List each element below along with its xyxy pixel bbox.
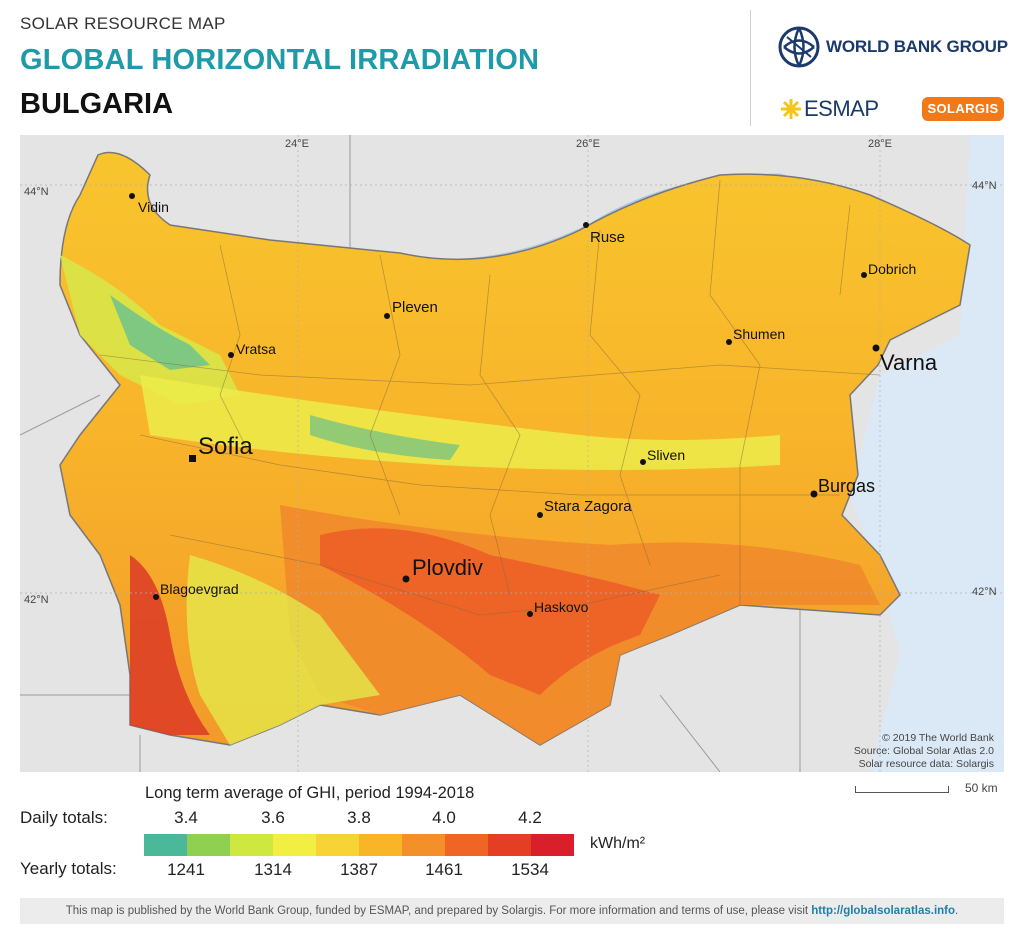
latitude-42-label-right: 42°N <box>972 586 997 598</box>
shumen-marker <box>726 339 732 345</box>
city-label-stara-zagora: Stara Zagora <box>544 498 632 515</box>
city-label-varna: Varna <box>880 350 938 375</box>
legend-swatch <box>402 834 445 856</box>
dobrich-marker <box>861 272 867 278</box>
burgas-marker <box>810 490 818 498</box>
yearly-tick: 1534 <box>511 860 549 879</box>
city-label-vidin: Vidin <box>138 199 169 215</box>
legend-swatch <box>488 834 531 856</box>
city-label-blagoevgrad: Blagoevgrad <box>160 581 239 597</box>
legend-swatch <box>187 834 230 856</box>
sliven-marker <box>640 459 646 465</box>
sofia-marker <box>189 455 196 462</box>
city-label-dobrich: Dobrich <box>868 261 917 277</box>
world-bank-logo[interactable]: WORLD BANK GROUP <box>778 24 1008 70</box>
yearly-tick: 1387 <box>340 860 378 879</box>
sun-burst-icon <box>781 99 801 119</box>
city-label-haskovo: Haskovo <box>534 599 589 615</box>
yearly-tick: 1314 <box>254 860 292 879</box>
map-subtitle: SOLAR RESOURCE MAP <box>20 14 226 33</box>
daily-tick: 3.4 <box>174 808 198 827</box>
city-label-shumen: Shumen <box>733 326 786 342</box>
haskovo-marker <box>527 611 533 617</box>
legend-swatch <box>144 834 187 856</box>
source-credit: Source: Global Solar Atlas 2.0 <box>853 745 994 757</box>
map-title: GLOBAL HORIZONTAL IRRADIATION <box>20 44 540 76</box>
world-bank-logo-text: WORLD BANK GROUP <box>826 37 1008 56</box>
irradiation-zone-yellow-balkan <box>140 375 780 470</box>
legend-swatch <box>316 834 359 856</box>
irradiation-zone-teal-balkan <box>310 415 460 460</box>
pleven-marker <box>384 313 390 319</box>
solargis-logo[interactable]: SOLARGIS <box>922 97 1004 121</box>
longitude-24-label: 24°E <box>285 138 309 150</box>
esmap-logo[interactable]: ESMAP <box>780 96 879 122</box>
daily-tick: 4.2 <box>518 808 542 827</box>
footer-end: . <box>955 905 959 917</box>
globe-icon <box>778 26 820 68</box>
legend-title: Long term average of GHI, period 1994-20… <box>145 784 475 802</box>
esmap-logo-text: ESMAP <box>804 96 879 121</box>
black-sea <box>850 135 1004 772</box>
header-divider <box>750 10 751 126</box>
legend-swatch <box>359 834 402 856</box>
plovdiv-marker <box>402 575 410 583</box>
city-markers <box>129 193 880 617</box>
city-label-burgas: Burgas <box>818 476 876 496</box>
scale-label: 50 km <box>965 781 998 795</box>
longitude-28-label: 28°E <box>868 138 892 150</box>
irradiation-zone-yellow-rhodopes <box>186 555 380 745</box>
solar-irradiation-map[interactable]: 24°E 26°E 28°E 44°N 44°N 42°N 42°N Vidin… <box>20 135 1004 772</box>
city-label-pleven: Pleven <box>392 299 438 316</box>
yearly-tick: 1461 <box>425 860 463 879</box>
irradiation-zone-red-plovdiv <box>320 528 660 695</box>
footer-note: This map is published by the World Bank … <box>20 898 1004 924</box>
neighbor-borders <box>20 135 801 772</box>
varna-marker <box>872 344 880 352</box>
daily-tick: 4.0 <box>432 808 456 827</box>
city-label-plovdiv: Plovdiv <box>412 555 483 580</box>
copyright-credit: © 2019 The World Bank <box>882 732 994 744</box>
vidin-marker <box>129 193 135 199</box>
legend-swatch <box>531 834 574 856</box>
vratsa-marker <box>228 352 234 358</box>
latitude-42-label-left: 42°N <box>24 594 49 606</box>
yearly-tick: 1241 <box>167 860 205 879</box>
latitude-44-label-left: 44°N <box>24 186 49 198</box>
globalsolaratlas-link[interactable]: http://globalsolaratlas.info <box>811 905 956 917</box>
legend-color-bar <box>144 834 574 856</box>
longitude-26-label: 26°E <box>576 138 600 150</box>
daily-tick: 3.8 <box>347 808 371 827</box>
city-label-sliven: Sliven <box>647 447 686 463</box>
daily-totals-label: Daily totals: <box>20 808 108 827</box>
data-credit: Solar resource data: Solargis <box>858 758 994 770</box>
irradiation-zone-teal-northwest <box>110 295 210 370</box>
ruse-marker <box>583 222 589 228</box>
province-borders <box>99 179 881 616</box>
latitude-44-label-right: 44°N <box>972 180 997 192</box>
irradiation-zone-red-southwest <box>130 555 210 735</box>
unit-label: kWh/m² <box>590 835 646 852</box>
blagoevgrad-marker <box>153 594 159 600</box>
city-label-ruse: Ruse <box>590 229 626 246</box>
footer-text: This map is published by the World Bank … <box>65 905 812 917</box>
scale-bar <box>855 786 949 793</box>
yearly-totals-label: Yearly totals: <box>20 859 117 878</box>
country-name: BULGARIA <box>20 88 174 120</box>
graticule <box>20 135 1004 772</box>
daily-tick: 3.6 <box>261 808 285 827</box>
city-label-vratsa: Vratsa <box>236 341 276 357</box>
map-canvas <box>20 135 1004 772</box>
city-label-sofia: Sofia <box>198 433 253 460</box>
stara-zagora-marker <box>537 512 543 518</box>
legend-swatch <box>445 834 488 856</box>
legend-swatch <box>273 834 316 856</box>
legend-swatch <box>230 834 273 856</box>
